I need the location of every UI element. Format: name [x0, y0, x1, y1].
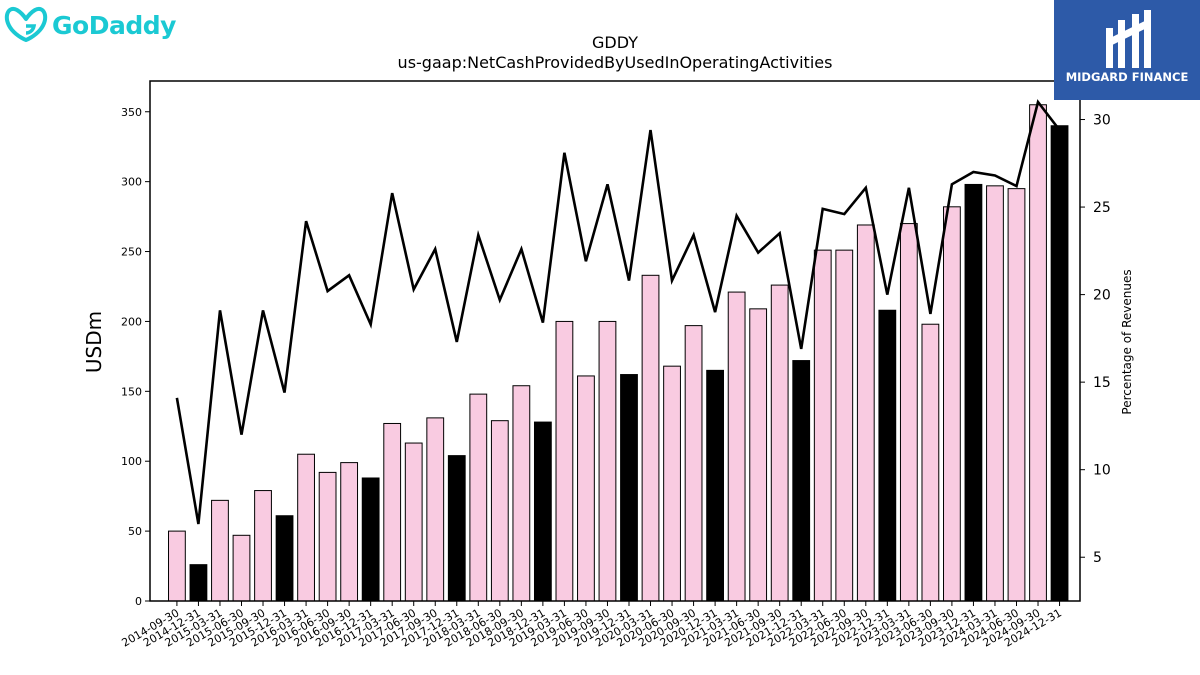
ratio-line [175, 99, 1061, 525]
bar-2024-03-31 [986, 185, 1004, 602]
bar-2016-09-30 [340, 462, 359, 602]
bar-2018-12-31 [533, 421, 552, 602]
bar-2022-09-30 [856, 224, 875, 602]
bar-2020-03-31 [641, 274, 660, 602]
bar-2019-12-31 [620, 374, 638, 602]
bar-2014-12-31 [189, 564, 208, 602]
bar-2017-03-31 [383, 422, 402, 602]
y2-tick-label: 10 [1093, 463, 1111, 479]
bar-2018-09-30 [512, 385, 531, 602]
y2-axis-label: Percentage of Revenues [1120, 269, 1134, 414]
y2-tick-label: 25 [1093, 200, 1111, 216]
bar-2019-03-31 [555, 320, 574, 602]
bar-2024-06-30 [1007, 188, 1026, 602]
chart-title: GDDY [592, 33, 638, 52]
bar-2024-09-30 [1029, 104, 1047, 602]
bar-2023-03-31 [899, 223, 918, 602]
godaddy-logo: GoDaddy [4, 4, 184, 44]
plot-frame [149, 80, 1081, 602]
ratio-line-group [175, 99, 1061, 525]
y-tick-label: 300 [121, 176, 142, 189]
bar-2018-03-31 [469, 393, 488, 602]
godaddy-logo-text: GoDaddy [52, 11, 176, 40]
y2-tick-label: 5 [1093, 550, 1102, 566]
y-tick-label: 250 [121, 246, 142, 259]
bar-2015-06-30 [232, 534, 251, 602]
bar-2017-12-31 [447, 455, 466, 602]
y-tick-label: 0 [135, 595, 142, 608]
bar-2021-12-31 [792, 360, 811, 602]
bar-2015-12-31 [275, 515, 294, 602]
bar-2015-09-30 [254, 490, 272, 602]
godaddy-logo-icon [4, 6, 48, 42]
bar-2018-06-30 [490, 420, 509, 602]
bar-2023-06-30 [921, 323, 940, 602]
y2-tick-label: 30 [1093, 113, 1111, 129]
bars-group [168, 104, 1069, 602]
bar-2020-12-31 [706, 369, 724, 602]
bar-2020-06-30 [663, 365, 681, 602]
bar-2021-06-30 [749, 308, 768, 602]
bar-2024-12-31 [1050, 125, 1069, 602]
bar-2017-09-30 [426, 417, 445, 602]
bar-2022-03-31 [813, 249, 832, 602]
bar-2021-03-31 [727, 291, 746, 602]
bar-2014-09-30 [168, 530, 186, 602]
bar-2021-09-30 [770, 284, 789, 602]
y-tick-label: 100 [121, 455, 142, 468]
bar-2015-03-31 [211, 499, 229, 602]
bar-2019-06-30 [577, 375, 595, 602]
midgard-logo-icon [1106, 10, 1151, 68]
chart-subtitle: us-gaap:NetCashProvidedByUsedInOperating… [398, 53, 833, 72]
bar-2017-06-30 [404, 442, 423, 602]
midgard-logo-text: MIDGARD FINANCE [1065, 70, 1189, 84]
bar-2016-06-30 [318, 471, 337, 602]
y-tick-label: 50 [128, 525, 142, 538]
y-tick-label: 350 [121, 106, 142, 119]
y-tick-label: 200 [121, 315, 142, 328]
bar-2022-06-30 [835, 249, 854, 602]
y-tick-label: 150 [121, 385, 142, 398]
axes-group: 050100150200250300350510152025302014-09-… [120, 80, 1111, 650]
bar-2019-09-30 [598, 320, 617, 602]
bar-2023-12-31 [964, 183, 983, 602]
bar-2020-09-30 [684, 325, 703, 602]
bar-2016-03-31 [297, 453, 315, 602]
y-axis-label: USDm [82, 311, 106, 373]
bar-2022-12-31 [878, 309, 897, 602]
bar-2023-09-30 [943, 206, 961, 602]
bar-2016-12-31 [361, 477, 380, 602]
y2-tick-label: 20 [1093, 288, 1111, 304]
midgard-finance-logo: MIDGARD FINANCE [1054, 0, 1200, 100]
y2-tick-label: 15 [1093, 375, 1111, 391]
